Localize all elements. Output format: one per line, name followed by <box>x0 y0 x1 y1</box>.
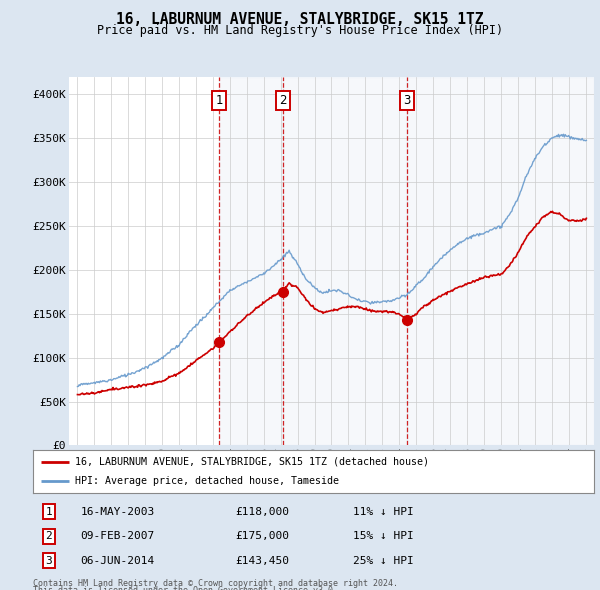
Bar <box>407 77 594 445</box>
Text: 09-FEB-2007: 09-FEB-2007 <box>80 532 155 541</box>
Text: 06-JUN-2014: 06-JUN-2014 <box>80 556 155 566</box>
Text: £118,000: £118,000 <box>235 507 289 517</box>
Text: 16, LABURNUM AVENUE, STALYBRIDGE, SK15 1TZ: 16, LABURNUM AVENUE, STALYBRIDGE, SK15 1… <box>116 12 484 27</box>
Text: 3: 3 <box>46 556 52 566</box>
Text: 16, LABURNUM AVENUE, STALYBRIDGE, SK15 1TZ (detached house): 16, LABURNUM AVENUE, STALYBRIDGE, SK15 1… <box>75 457 429 467</box>
Text: 2: 2 <box>46 532 52 541</box>
Text: 2: 2 <box>279 94 286 107</box>
Text: Price paid vs. HM Land Registry's House Price Index (HPI): Price paid vs. HM Land Registry's House … <box>97 24 503 37</box>
Text: Contains HM Land Registry data © Crown copyright and database right 2024.: Contains HM Land Registry data © Crown c… <box>33 579 398 588</box>
Text: £175,000: £175,000 <box>235 532 289 541</box>
Text: £143,450: £143,450 <box>235 556 289 566</box>
Text: This data is licensed under the Open Government Licence v3.0.: This data is licensed under the Open Gov… <box>33 586 338 590</box>
Text: 16-MAY-2003: 16-MAY-2003 <box>80 507 155 517</box>
Text: 11% ↓ HPI: 11% ↓ HPI <box>353 507 413 517</box>
Text: 1: 1 <box>46 507 52 517</box>
Bar <box>283 77 407 445</box>
Bar <box>219 77 283 445</box>
Text: 1: 1 <box>215 94 223 107</box>
Text: HPI: Average price, detached house, Tameside: HPI: Average price, detached house, Tame… <box>75 476 339 486</box>
Text: 25% ↓ HPI: 25% ↓ HPI <box>353 556 413 566</box>
Text: 3: 3 <box>403 94 410 107</box>
Text: 15% ↓ HPI: 15% ↓ HPI <box>353 532 413 541</box>
